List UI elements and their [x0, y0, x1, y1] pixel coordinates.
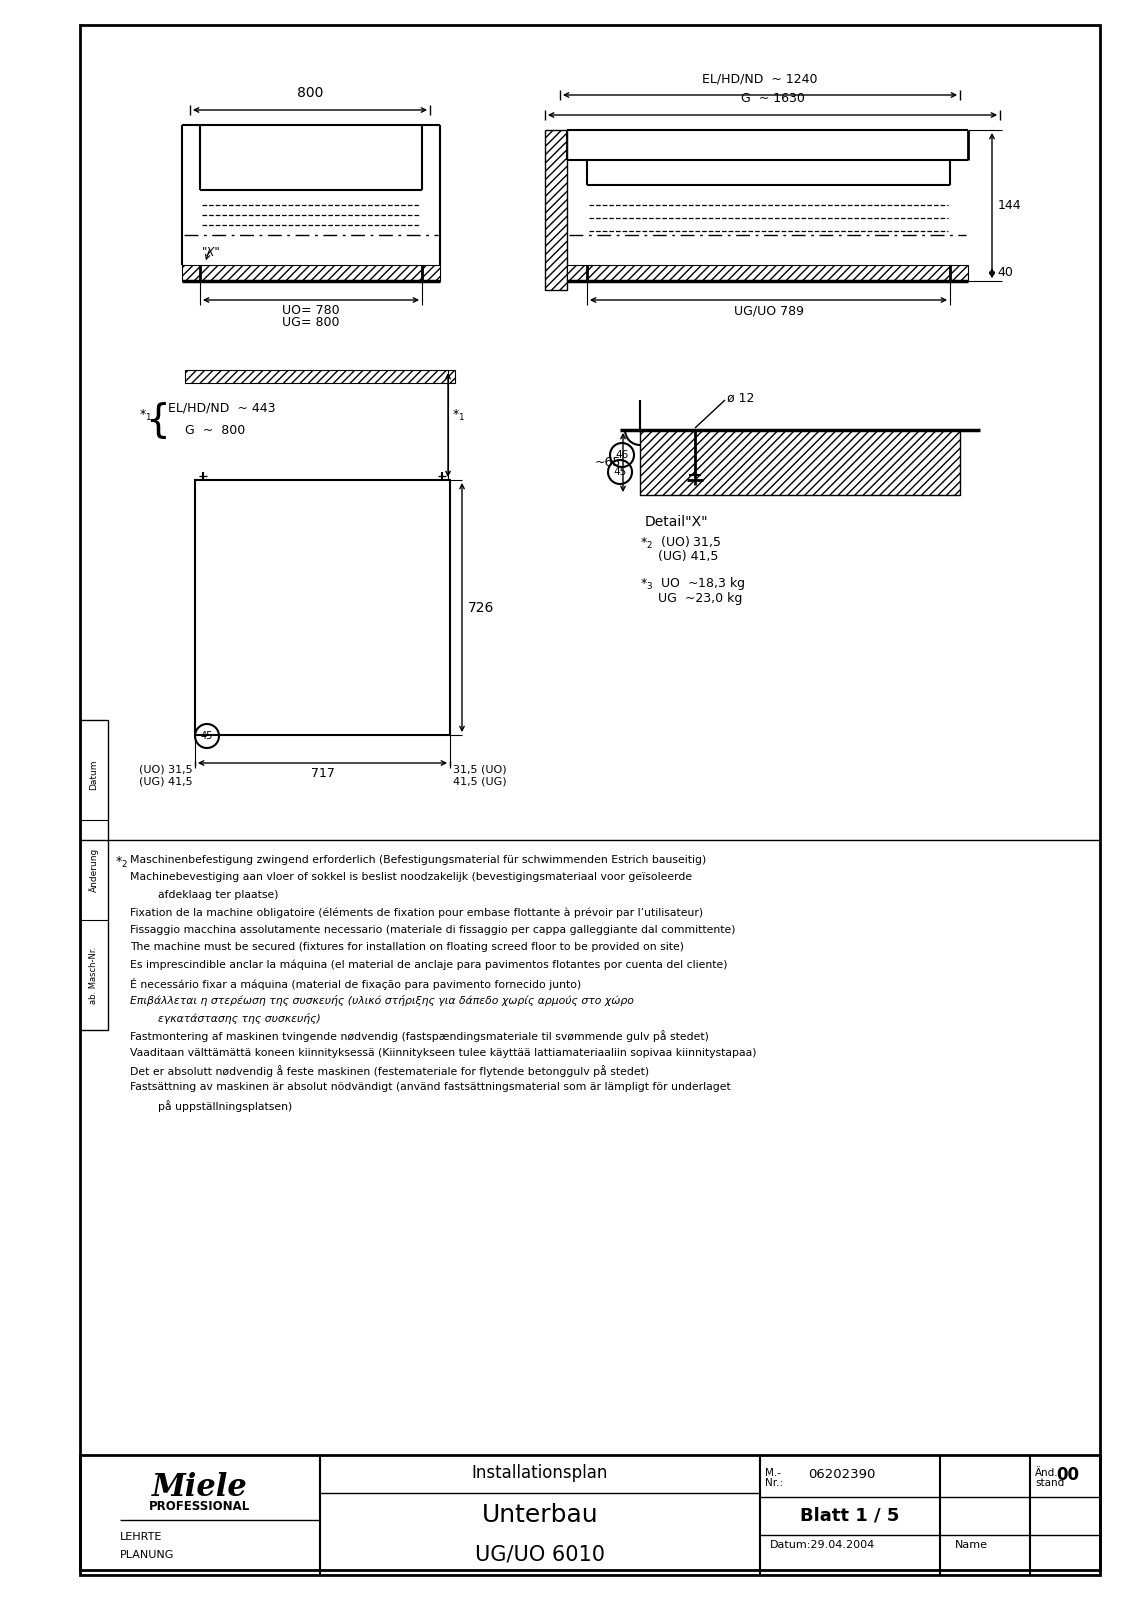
- Text: Es imprescindible anclar la máquina (el material de anclaje para pavimentos flot: Es imprescindible anclar la máquina (el …: [130, 960, 727, 971]
- Text: Επιβάλλεται η στερέωση της συσκευής (υλικό στήριξης για δάπεδο χωρίς αρμούς στο : Επιβάλλεται η στερέωση της συσκευής (υλι…: [130, 995, 633, 1006]
- Text: É necessário fixar a máquina (material de fixação para pavimento fornecido junto: É necessário fixar a máquina (material d…: [130, 978, 581, 989]
- Bar: [195, 480, 450, 734]
- Text: på uppställningsplatsen): på uppställningsplatsen): [130, 1101, 292, 1112]
- Text: Fixation de la machine obligatoire (éléments de fixation pour embase flottante à: Fixation de la machine obligatoire (élém…: [130, 907, 703, 918]
- Text: (UG) 41,5: (UG) 41,5: [139, 778, 193, 787]
- Text: M.-: M.-: [765, 1469, 782, 1478]
- Text: Installationsplan: Installationsplan: [472, 1464, 608, 1482]
- Text: Datum: Datum: [89, 760, 98, 790]
- Text: Name: Name: [955, 1539, 988, 1550]
- Text: $*_2$  (UO) 31,5: $*_2$ (UO) 31,5: [640, 534, 722, 550]
- Text: 31,5 (UO): 31,5 (UO): [454, 765, 507, 774]
- Text: ~65: ~65: [595, 456, 621, 469]
- Text: 800: 800: [296, 86, 323, 99]
- Text: {: {: [146, 402, 171, 438]
- Text: Unterbau: Unterbau: [482, 1502, 598, 1526]
- Text: $*_1$: $*_1$: [139, 408, 152, 422]
- Text: 40: 40: [998, 267, 1013, 280]
- Bar: [185, 370, 455, 382]
- Text: 717: 717: [311, 766, 335, 781]
- Text: UG/UO 6010: UG/UO 6010: [475, 1546, 605, 1565]
- Text: Fissaggio macchina assolutamente necessario (materiale di fissaggio per cappa ga: Fissaggio macchina assolutamente necessa…: [130, 925, 735, 934]
- Text: UO= 780: UO= 780: [283, 304, 339, 317]
- Text: Datum:29.04.2004: Datum:29.04.2004: [770, 1539, 875, 1550]
- Text: EL/HD/ND  ~ 443: EL/HD/ND ~ 443: [169, 402, 276, 414]
- Text: 46: 46: [615, 450, 629, 461]
- Bar: [80, 1454, 1100, 1574]
- Text: afdeklaag ter plaatse): afdeklaag ter plaatse): [130, 890, 278, 899]
- Text: $*_2$: $*_2$: [115, 854, 128, 870]
- Text: Nr.:: Nr.:: [765, 1478, 783, 1488]
- Text: stand: stand: [1035, 1478, 1064, 1488]
- Bar: [80, 720, 107, 1030]
- Text: Detail"X": Detail"X": [645, 515, 709, 530]
- Text: 726: 726: [468, 600, 494, 614]
- Text: ab. Masch-Nr.: ab. Masch-Nr.: [89, 946, 98, 1003]
- Text: Fastmontering af maskinen tvingende nødvendig (fastspændingsmateriale til svømme: Fastmontering af maskinen tvingende nødv…: [130, 1030, 709, 1042]
- Text: $*_3$  UO  ~18,3 kg: $*_3$ UO ~18,3 kg: [640, 574, 745, 592]
- Text: PLANUNG: PLANUNG: [120, 1550, 174, 1560]
- Text: $*_1$: $*_1$: [452, 408, 465, 422]
- Text: The machine must be secured (fixtures for installation on floating screed floor : The machine must be secured (fixtures fo…: [130, 942, 684, 952]
- Text: 06202390: 06202390: [808, 1469, 875, 1482]
- Text: (UO) 31,5: (UO) 31,5: [139, 765, 193, 774]
- Text: G  ~  800: G ~ 800: [185, 424, 245, 437]
- Text: PROFESSIONAL: PROFESSIONAL: [149, 1501, 251, 1514]
- Text: (UG) 41,5: (UG) 41,5: [658, 550, 718, 563]
- Text: ø 12: ø 12: [727, 392, 754, 405]
- Text: Vaaditaan välttämättä koneen kiinnityksessä (Kiinnitykseen tulee käyttää lattiam: Vaaditaan välttämättä koneen kiinnitykse…: [130, 1048, 757, 1058]
- Bar: [567, 266, 968, 282]
- Text: UG= 800: UG= 800: [283, 317, 339, 330]
- Text: 41,5 (UG): 41,5 (UG): [454, 778, 507, 787]
- Bar: [182, 266, 440, 282]
- Text: Änd.-: Änd.-: [1035, 1469, 1062, 1478]
- Bar: [545, 130, 567, 290]
- Text: UG  ~23,0 kg: UG ~23,0 kg: [658, 592, 742, 605]
- Text: Det er absolutt nødvendig å feste maskinen (festemateriale for flytende betonggu: Det er absolutt nødvendig å feste maskin…: [130, 1066, 649, 1077]
- Text: G  ~ 1630: G ~ 1630: [741, 91, 804, 106]
- Bar: [640, 430, 960, 494]
- Text: Blatt 1 / 5: Blatt 1 / 5: [801, 1506, 899, 1523]
- Text: Fastsättning av maskinen är absolut nödvändigt (använd fastsättningsmaterial som: Fastsättning av maskinen är absolut nödv…: [130, 1083, 731, 1093]
- Text: Machinebevestiging aan vloer of sokkel is beslist noodzakelijk (bevestigingsmate: Machinebevestiging aan vloer of sokkel i…: [130, 872, 692, 883]
- Text: εγκατάστασης της συσκευής): εγκατάστασης της συσκευής): [130, 1013, 321, 1024]
- Text: Maschinenbefestigung zwingend erforderlich (Befestigungsmaterial für schwimmende: Maschinenbefestigung zwingend erforderli…: [130, 854, 706, 866]
- Text: LEHRTE: LEHRTE: [120, 1533, 163, 1542]
- Text: Miele: Miele: [153, 1472, 248, 1502]
- Text: EL/HD/ND  ~ 1240: EL/HD/ND ~ 1240: [702, 72, 818, 85]
- Text: UG/UO 789: UG/UO 789: [734, 304, 803, 317]
- Text: 00: 00: [1056, 1466, 1079, 1485]
- Text: "X": "X": [202, 245, 221, 259]
- Text: 45: 45: [613, 467, 627, 477]
- Text: 144: 144: [998, 198, 1021, 211]
- Text: Änderung: Änderung: [89, 848, 98, 893]
- Text: 45: 45: [201, 731, 213, 741]
